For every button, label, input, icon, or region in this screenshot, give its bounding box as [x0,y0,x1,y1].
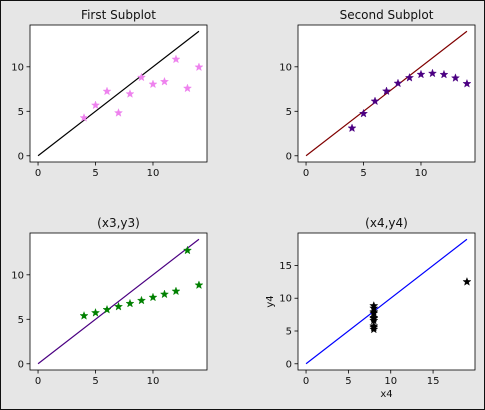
reference-line [37,30,200,157]
subplot-4: 0 5 10 15 0 5 10 15 (x4,y4) x4 y4 [265,216,476,400]
subplot-title: (x4,y4) [365,216,408,230]
y-tick-label: 0 [286,359,292,370]
data-point [194,62,204,72]
data-point [370,96,380,106]
x-tick-label: 10 [384,376,397,387]
data-point [136,295,147,305]
data-point [369,313,379,323]
y-tick-label: 0 [18,151,24,162]
subplot-title: First Subplot [81,8,156,22]
y-tick-label: 5 [18,107,24,118]
data-point [416,69,426,79]
x-tick-label: 0 [303,376,309,387]
data-point [171,286,181,296]
data-point [462,78,472,88]
data-point [450,73,461,82]
data-point [90,308,101,317]
data-point [462,277,472,286]
y-tick-label: 0 [286,151,292,162]
subplot-title: (x3,y3) [97,216,140,230]
subplot-title: Second Subplot [340,8,434,22]
subplot-1: 0 5 10 0 5 10 First Subplot [11,8,208,179]
x-tick-label: 0 [303,168,309,179]
axes-frame [297,24,476,163]
data-point [194,280,204,289]
data-point [113,301,124,311]
data-point [358,108,369,118]
y-tick-label: 0 [18,359,24,370]
data-point [182,245,193,255]
reference-line [305,238,468,365]
data-point [90,100,101,110]
axes-frame [29,24,208,163]
x-tick-label: 10 [147,168,160,179]
x-tick-label: 15 [427,376,440,387]
data-layer [37,30,204,157]
data-point [159,76,170,86]
data-point [381,86,392,96]
x-tick-label: 5 [345,376,351,387]
x-axis-label: x4 [380,389,392,400]
data-layer [305,238,472,365]
data-point [369,307,379,316]
data-point [369,322,379,332]
y-tick-label: 10 [279,294,292,305]
data-point [125,298,135,308]
reference-line [37,238,200,365]
data-point [136,72,147,82]
y-tick-label: 10 [11,62,24,73]
y-tick-label: 5 [286,326,292,337]
data-point [171,54,181,64]
data-point [159,289,170,299]
x-tick-label: 0 [35,168,41,179]
subplot-2: 0 5 10 0 5 10 Second Subplot [279,8,476,179]
data-point [102,86,112,96]
data-point [113,108,124,117]
y-tick-label: 15 [279,261,292,272]
data-point [347,123,357,133]
data-point [102,304,112,314]
data-point [79,311,89,320]
x-tick-label: 0 [35,376,41,387]
x-tick-label: 10 [147,376,160,387]
data-point [439,69,449,79]
data-point [393,78,403,88]
y-tick-label: 10 [11,270,24,281]
data-point [427,68,438,78]
data-layer [305,30,472,157]
x-tick-label: 5 [360,168,366,179]
reference-line [305,30,468,157]
axes-frame [297,232,476,371]
y-tick-label: 10 [279,62,292,73]
y-tick-label: 5 [286,107,292,118]
data-layer [37,238,204,365]
data-point [148,79,158,89]
y-tick-label: 5 [18,315,24,326]
x-tick-label: 5 [92,168,98,179]
data-point [148,292,158,302]
x-tick-label: 10 [415,168,428,179]
y-axis-label: y4 [265,295,276,307]
data-point [79,113,89,122]
x-tick-label: 5 [92,376,98,387]
subplot-3: 0 5 10 0 5 10 (x3,y3) [11,216,208,387]
data-point [404,72,415,82]
axes-frame [29,232,208,371]
data-point [182,83,193,93]
data-point [125,89,135,98]
